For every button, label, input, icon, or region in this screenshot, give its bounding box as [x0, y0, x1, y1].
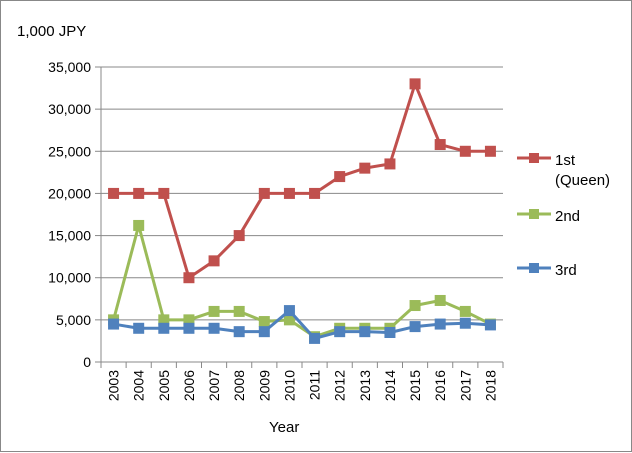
data-point — [233, 326, 245, 338]
data-point — [434, 318, 446, 330]
data-point — [459, 145, 471, 157]
y-tick-labels: 0 5,000 10,000 15,000 20,000 25,000 30,000 35,0… — [48, 59, 91, 370]
y-unit-label: 1,000 JPY — [17, 23, 87, 40]
series-line — [113, 82, 491, 280]
data-point — [258, 326, 270, 338]
series-3 — [108, 305, 496, 344]
y-tick-label: 25,000 — [48, 143, 91, 159]
data-point — [434, 139, 446, 151]
data-point — [108, 187, 120, 199]
data-point — [334, 171, 346, 183]
data-point — [283, 305, 295, 317]
data-point — [158, 322, 170, 334]
data-point — [309, 332, 321, 344]
series-lines — [108, 78, 496, 344]
data-point — [258, 316, 270, 328]
y-tick-label: 35,000 — [48, 59, 91, 75]
x-tick-label: 2015 — [407, 370, 423, 401]
data-point — [359, 162, 371, 174]
data-point — [384, 158, 396, 170]
x-tick-label: 2003 — [106, 370, 122, 401]
y-tick-label: 15,000 — [48, 228, 91, 244]
data-point — [158, 187, 170, 199]
data-point — [359, 326, 371, 338]
series-line — [112, 223, 492, 339]
data-point — [484, 145, 496, 157]
x-tick-label: 2012 — [332, 370, 348, 401]
x-tick-label: 2006 — [181, 370, 197, 401]
x-axis-title: Year — [269, 419, 300, 436]
data-point — [309, 187, 321, 199]
x-tick-label: 2007 — [206, 370, 222, 401]
legend-label-3rd: 3rd — [555, 262, 577, 279]
data-point — [233, 305, 245, 317]
y-tick-label: 20,000 — [48, 185, 91, 201]
legend-swatch-1st — [517, 153, 551, 163]
data-point — [158, 314, 170, 326]
data-point — [434, 294, 446, 306]
data-point — [283, 314, 295, 326]
data-point — [133, 322, 145, 334]
x-tick-label: 2005 — [156, 370, 172, 401]
axes — [95, 66, 504, 368]
data-point — [459, 305, 471, 317]
data-point — [409, 321, 421, 333]
data-point — [133, 187, 145, 199]
y-tick-label: 10,000 — [48, 270, 91, 286]
x-tick-label: 2014 — [382, 370, 398, 401]
data-point — [334, 326, 346, 338]
data-point — [459, 317, 471, 329]
data-point — [484, 319, 496, 331]
data-point — [208, 255, 220, 267]
x-tick-label: 2016 — [432, 370, 448, 401]
legend-label-2nd: 2nd — [555, 208, 581, 225]
data-point — [409, 300, 421, 312]
data-point — [208, 305, 220, 317]
data-point — [258, 187, 270, 199]
data-point — [409, 78, 421, 90]
data-point — [183, 272, 195, 284]
x-tick-label: 2018 — [482, 370, 498, 401]
x-tick-label: 2013 — [357, 370, 373, 401]
x-tick-label: 2011 — [307, 370, 323, 400]
data-point — [384, 327, 396, 338]
data-point — [133, 219, 145, 231]
data-point — [108, 318, 120, 330]
data-point — [183, 322, 195, 334]
legend-swatch-3rd — [517, 263, 551, 273]
legend-label-1st: 1st (Queen) — [555, 152, 611, 189]
x-tick-label: 2008 — [231, 370, 247, 401]
data-point — [208, 322, 220, 334]
data-point — [233, 230, 245, 242]
x-tick-label: 2017 — [457, 370, 473, 401]
x-tick-labels: 2003 2004 2005 2006 2007 2008 2009 2010 2011 2012… — [106, 370, 499, 401]
y-tick-label: 30,000 — [48, 101, 91, 117]
series-line — [113, 309, 491, 340]
y-tick-label: 0 — [83, 354, 91, 370]
series-1 — [108, 78, 496, 284]
data-point — [283, 187, 295, 199]
x-tick-label: 2004 — [131, 370, 147, 401]
x-tick-label: 2009 — [256, 370, 272, 401]
data-point — [183, 314, 195, 326]
x-tick-label: 2010 — [281, 370, 297, 401]
y-tick-label: 5,000 — [56, 312, 91, 328]
legend-swatch-2nd — [517, 209, 551, 219]
